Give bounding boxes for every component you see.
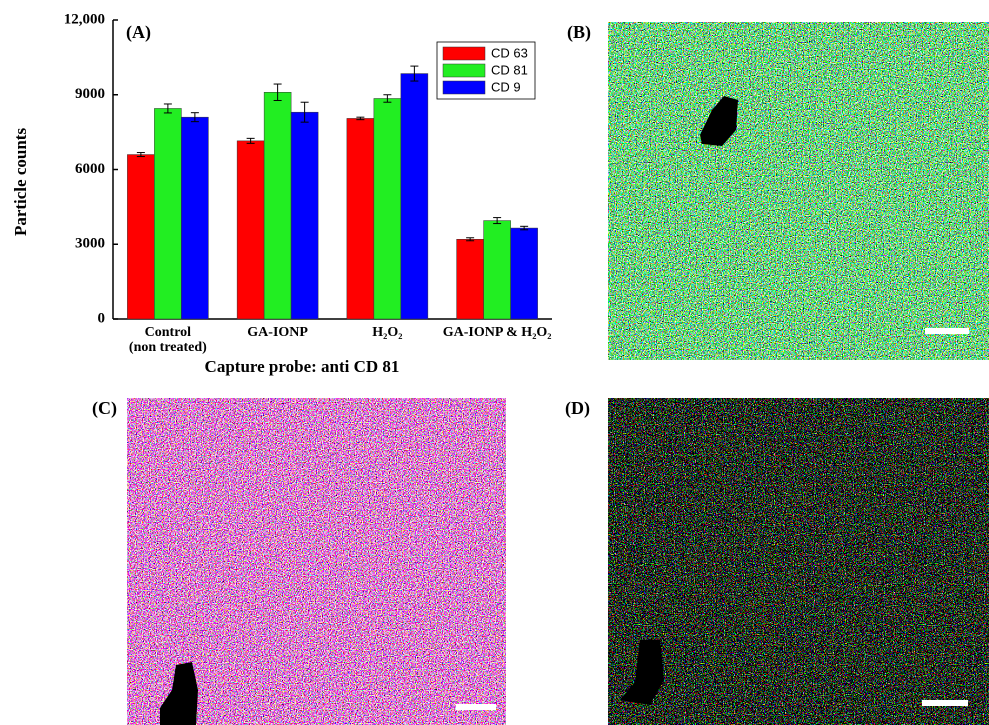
y-tick-label: 12,000 [64, 11, 105, 27]
error-bar [190, 112, 199, 123]
legend-swatch [442, 80, 486, 95]
scale-bar [925, 328, 969, 334]
error-bar [383, 94, 392, 103]
legend-swatch [442, 63, 486, 78]
legend-label: CD 9 [491, 79, 521, 94]
x-tick-label: GA-IONP [247, 325, 308, 340]
bar [263, 92, 292, 320]
bar [483, 220, 511, 320]
micrograph [608, 22, 989, 360]
bar [456, 239, 484, 320]
panel-c [127, 398, 506, 725]
error-bar [163, 103, 172, 114]
dark-region [160, 662, 198, 725]
x-axis-label: Capture probe: anti CD 81 [205, 357, 400, 376]
error-bar [356, 116, 365, 121]
bar [346, 118, 375, 320]
error-bar [520, 225, 529, 231]
scale-bar [922, 700, 968, 706]
x-tick-label: H₂O₂ [372, 325, 402, 340]
bar [373, 98, 402, 320]
bar [236, 140, 265, 320]
error-bar [493, 217, 502, 225]
bar [510, 227, 538, 320]
error-bar [273, 83, 282, 101]
panel-label: (D) [565, 398, 590, 419]
error-bar [466, 237, 475, 242]
panel-label: (A) [126, 22, 151, 43]
scale-bar [456, 704, 496, 710]
y-tick-label: 6000 [75, 161, 105, 177]
error-bar [246, 137, 255, 144]
legend-label: CD 81 [491, 62, 528, 77]
bar [400, 73, 429, 320]
bar [127, 154, 155, 320]
y-tick-label: 3000 [75, 236, 105, 252]
panel-label: (C) [92, 398, 117, 419]
bar [181, 116, 209, 320]
x-tick-label: GA-IONP & H₂O₂ [443, 325, 552, 340]
panel-d [608, 398, 989, 725]
dark-region [620, 640, 664, 705]
panel-label: (B) [567, 22, 591, 43]
panel-b [608, 22, 989, 360]
error-bar [300, 101, 309, 123]
bar [290, 111, 319, 320]
y-tick-label: 0 [98, 310, 106, 326]
x-tick-label: Control (non treated) [129, 325, 207, 355]
error-bar [410, 65, 419, 82]
legend-label: CD 63 [491, 45, 528, 60]
bar [154, 108, 182, 320]
micrograph [608, 398, 989, 725]
y-tick-label: 9000 [75, 86, 105, 102]
dark-region [700, 96, 738, 146]
legend-swatch [442, 46, 486, 61]
error-bar [136, 152, 145, 158]
y-axis-label: Particle counts [11, 128, 30, 236]
